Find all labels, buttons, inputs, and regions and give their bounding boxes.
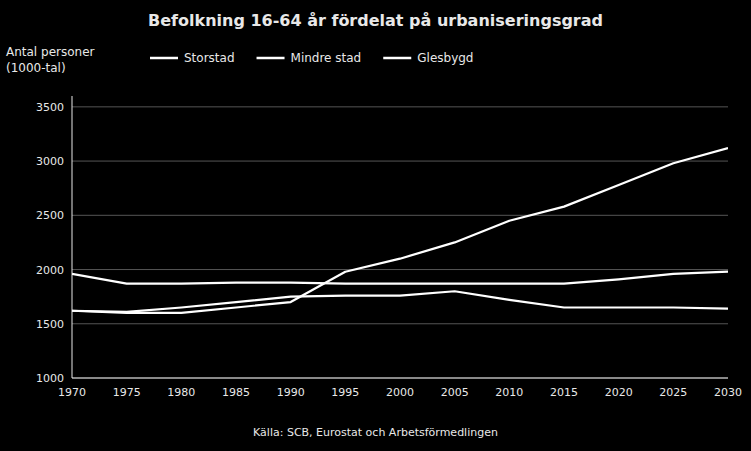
legend: Storstad Mindre stad Glesbygd — [150, 51, 473, 65]
grid-line — [72, 106, 728, 107]
x-tick-label: 2000 — [386, 386, 414, 399]
series-group — [72, 148, 728, 313]
x-axis-line — [72, 378, 728, 379]
y-axis-label: (1000-tal) — [6, 61, 66, 75]
series-line — [72, 291, 728, 312]
grid-line — [72, 161, 728, 162]
y-tick-label: 1000 — [36, 372, 64, 385]
x-tick-label: 2010 — [495, 386, 523, 399]
x-tick-label: 1970 — [58, 386, 86, 399]
y-axis-label: Antal personer — [6, 45, 95, 59]
y-axis: 1000 1500 2000 2500 3000 3500 — [36, 101, 728, 385]
background — [0, 0, 751, 451]
y-tick-label: 2000 — [36, 264, 64, 277]
x-tick-label: 2030 — [714, 386, 742, 399]
grid-line — [72, 215, 728, 216]
legend-swatch — [257, 57, 285, 60]
x-tick-label: 1995 — [331, 386, 359, 399]
chart: Befolkning 16-64 år fördelat på urbanise… — [0, 0, 751, 451]
y-tick-label: 2500 — [36, 209, 64, 222]
x-tick-label: 2020 — [605, 386, 633, 399]
x-tick-label: 2005 — [441, 386, 469, 399]
series-line — [72, 148, 728, 313]
grid-line — [72, 323, 728, 324]
x-tick-label: 1990 — [277, 386, 305, 399]
legend-label: Mindre stad — [291, 51, 362, 65]
legend-label: Storstad — [184, 51, 235, 65]
x-tick-label: 2015 — [550, 386, 578, 399]
y-tick-label: 3500 — [36, 101, 64, 114]
grid-line — [72, 378, 728, 379]
x-tick-label: 1985 — [222, 386, 250, 399]
source: Källa: SCB, Eurostat och Arbetsförmedlin… — [253, 426, 498, 439]
legend-swatch — [150, 57, 178, 60]
x-tick-label: 1980 — [167, 386, 195, 399]
series-line — [72, 272, 728, 284]
grid-line — [72, 269, 728, 270]
x-axis: 1970 1975 1980 1985 1990 1995 2000 2005 2010 2015… — [58, 386, 742, 399]
x-tick-label: 2025 — [659, 386, 687, 399]
y-tick-label: 3000 — [36, 155, 64, 168]
y-tick-label: 1500 — [36, 318, 64, 331]
x-tick-label: 1975 — [113, 386, 141, 399]
title: Befolkning 16-64 år fördelat på urbanise… — [148, 11, 603, 30]
y-axis-line — [72, 96, 73, 378]
legend-swatch — [383, 57, 411, 60]
legend-label: Glesbygd — [417, 51, 473, 65]
